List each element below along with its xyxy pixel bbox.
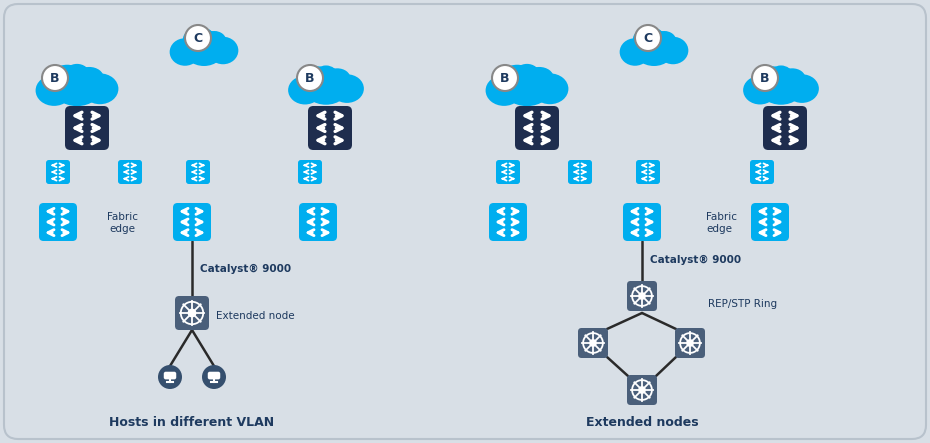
Ellipse shape (51, 65, 83, 87)
Ellipse shape (779, 68, 805, 88)
Text: REP/STP Ring: REP/STP Ring (708, 299, 777, 309)
FancyBboxPatch shape (750, 160, 774, 184)
Text: B: B (760, 71, 770, 85)
Text: B: B (305, 71, 314, 85)
Ellipse shape (330, 74, 364, 103)
Ellipse shape (619, 38, 650, 66)
Ellipse shape (183, 29, 208, 49)
Ellipse shape (501, 66, 552, 106)
Ellipse shape (770, 66, 792, 84)
Text: B: B (50, 71, 60, 85)
FancyBboxPatch shape (763, 106, 807, 150)
Ellipse shape (303, 66, 331, 87)
Ellipse shape (51, 66, 102, 106)
Ellipse shape (652, 31, 676, 50)
Ellipse shape (633, 30, 675, 66)
Ellipse shape (633, 29, 658, 49)
Ellipse shape (203, 31, 226, 50)
Text: Catalyst® 9000: Catalyst® 9000 (200, 264, 291, 274)
Ellipse shape (169, 38, 200, 66)
Text: C: C (644, 31, 653, 44)
Circle shape (185, 25, 211, 51)
Circle shape (188, 309, 196, 318)
Ellipse shape (288, 76, 322, 105)
FancyBboxPatch shape (118, 160, 142, 184)
FancyBboxPatch shape (65, 106, 109, 150)
Ellipse shape (303, 67, 350, 105)
FancyBboxPatch shape (496, 160, 520, 184)
Circle shape (752, 65, 778, 91)
FancyBboxPatch shape (675, 328, 705, 358)
Text: Fabric
edge: Fabric edge (107, 212, 138, 234)
Circle shape (158, 365, 182, 389)
Ellipse shape (183, 30, 225, 66)
Ellipse shape (325, 68, 351, 88)
FancyBboxPatch shape (578, 328, 608, 358)
Ellipse shape (193, 28, 214, 46)
FancyBboxPatch shape (39, 203, 77, 241)
Ellipse shape (207, 37, 238, 64)
Ellipse shape (785, 74, 819, 103)
FancyBboxPatch shape (627, 281, 657, 311)
Ellipse shape (743, 76, 777, 105)
Circle shape (492, 65, 518, 91)
Ellipse shape (35, 75, 73, 106)
Text: Fabric
edge: Fabric edge (706, 212, 737, 234)
Circle shape (686, 339, 694, 347)
Circle shape (589, 339, 597, 347)
FancyBboxPatch shape (175, 296, 209, 330)
Circle shape (635, 25, 661, 51)
Text: B: B (500, 71, 510, 85)
Circle shape (297, 65, 323, 91)
Ellipse shape (644, 28, 664, 46)
FancyBboxPatch shape (164, 372, 177, 379)
FancyBboxPatch shape (299, 203, 337, 241)
Ellipse shape (82, 74, 118, 104)
Ellipse shape (532, 74, 568, 104)
Ellipse shape (65, 64, 89, 83)
Ellipse shape (501, 65, 533, 87)
Circle shape (202, 365, 226, 389)
Circle shape (638, 386, 646, 394)
Ellipse shape (314, 66, 338, 84)
FancyBboxPatch shape (207, 372, 220, 379)
FancyBboxPatch shape (46, 160, 70, 184)
FancyBboxPatch shape (173, 203, 211, 241)
Text: Extended nodes: Extended nodes (586, 416, 698, 428)
Ellipse shape (758, 67, 804, 105)
FancyBboxPatch shape (298, 160, 322, 184)
Circle shape (42, 65, 68, 91)
FancyBboxPatch shape (308, 106, 352, 150)
Ellipse shape (525, 67, 553, 88)
Circle shape (638, 292, 646, 300)
FancyBboxPatch shape (623, 203, 661, 241)
Ellipse shape (514, 64, 539, 83)
Text: Catalyst® 9000: Catalyst® 9000 (650, 255, 741, 265)
FancyBboxPatch shape (627, 375, 657, 405)
Text: Hosts in different VLAN: Hosts in different VLAN (110, 416, 274, 428)
FancyBboxPatch shape (489, 203, 527, 241)
FancyBboxPatch shape (186, 160, 210, 184)
FancyBboxPatch shape (515, 106, 559, 150)
Ellipse shape (75, 67, 103, 88)
FancyBboxPatch shape (751, 203, 789, 241)
Ellipse shape (485, 75, 523, 106)
FancyBboxPatch shape (568, 160, 592, 184)
Text: C: C (193, 31, 203, 44)
Text: Extended node: Extended node (216, 311, 295, 321)
FancyBboxPatch shape (636, 160, 660, 184)
Ellipse shape (658, 37, 688, 64)
Ellipse shape (758, 66, 786, 87)
